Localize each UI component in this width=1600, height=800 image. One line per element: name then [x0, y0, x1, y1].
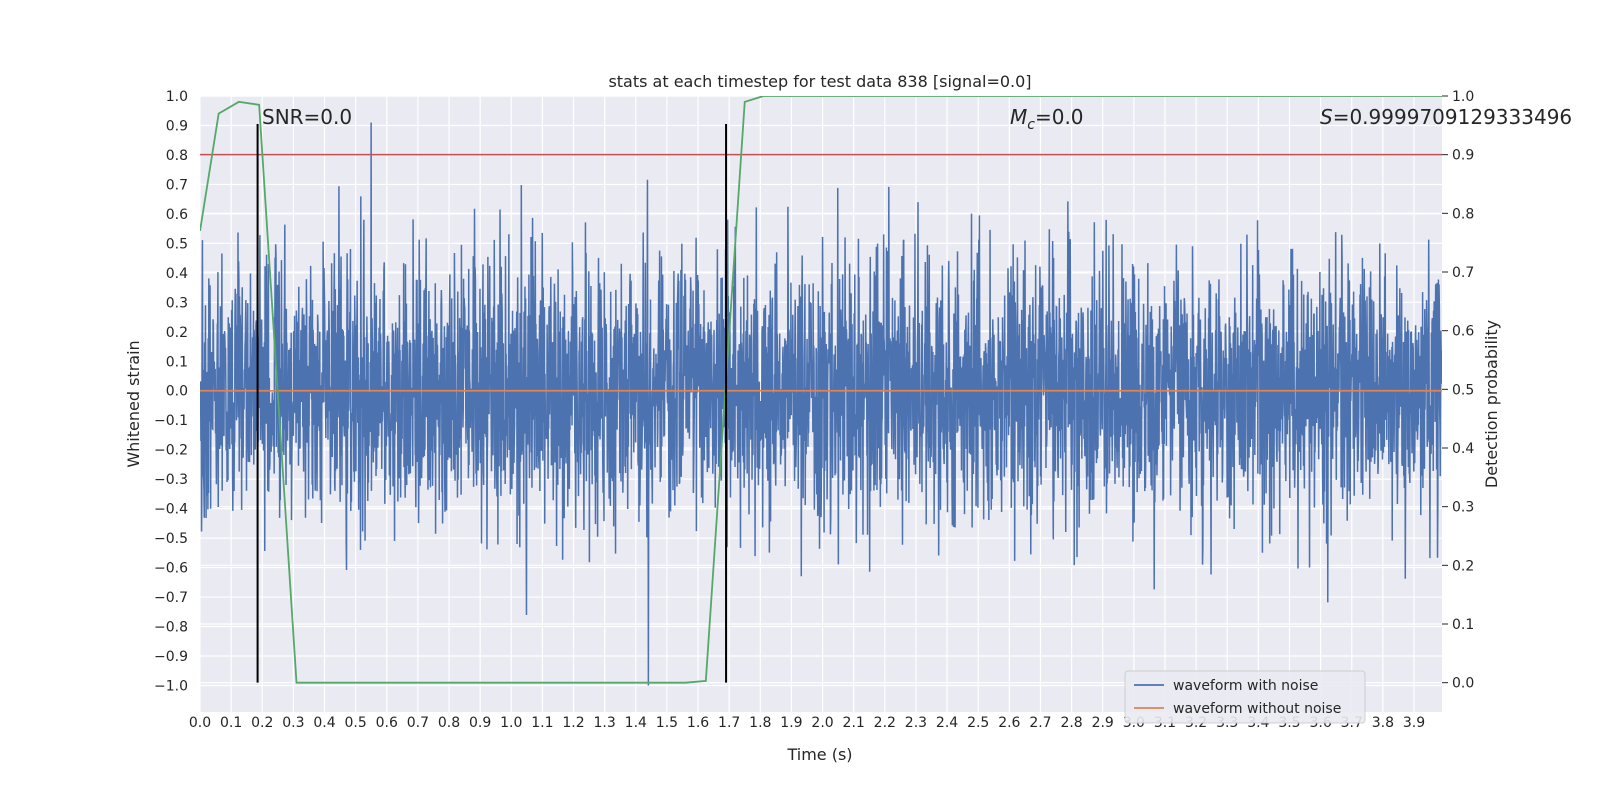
y2-tick-label: 1.0 [1452, 89, 1474, 105]
x-tick-label: 0.2 [251, 715, 273, 731]
score-value: =0.9999709129333496 [1333, 105, 1572, 129]
y2-tick-label: 0.1 [1452, 617, 1474, 633]
x-tick-label: 0.3 [282, 715, 304, 731]
x-tick-label: 2.3 [905, 715, 927, 731]
x-tick-label: 0.8 [438, 715, 460, 731]
y-tick-label: −1.0 [154, 678, 188, 694]
series-detection-probability [200, 96, 1442, 684]
y2-tick-label: 0.3 [1452, 500, 1474, 516]
x-tick-label: 2.1 [843, 715, 865, 731]
x-tick-label: 2.6 [998, 715, 1020, 731]
x-tick-label: 1.8 [749, 715, 771, 731]
x-tick-label: 1.3 [594, 715, 616, 731]
x-tick-label: 0.4 [313, 715, 335, 731]
y-tick-label: −0.1 [154, 413, 188, 429]
x-tick-label: 2.2 [874, 715, 896, 731]
y2-tick-label: 0.8 [1452, 206, 1474, 222]
y-tick-label: 0.8 [166, 148, 188, 164]
y2-tick-label: 0.6 [1452, 324, 1474, 340]
y2-tick-label: 0.0 [1452, 676, 1474, 692]
x-tick-label: 3.9 [1403, 715, 1425, 731]
x-tick-label: 1.6 [687, 715, 709, 731]
y2-tick-label: 0.4 [1452, 441, 1474, 457]
x-tick-label: 2.7 [1029, 715, 1051, 731]
chart-title: stats at each timestep for test data 838… [608, 72, 1031, 91]
score-symbol: S [1320, 105, 1333, 129]
y-tick-label: 0.3 [166, 295, 188, 311]
x-tick-label: 1.4 [625, 715, 647, 731]
x-tick-label: 1.9 [780, 715, 802, 731]
x-axis-label: Time (s) [786, 745, 852, 764]
y2-tick-label: 0.2 [1452, 558, 1474, 574]
x-tick-label: 0.6 [376, 715, 398, 731]
y-tick-label: 1.0 [166, 89, 188, 105]
chirp-mass-subscript: c [1027, 117, 1035, 133]
y-tick-label: 0.2 [166, 325, 188, 341]
x-tick-label: 0.9 [469, 715, 491, 731]
chirp-mass-symbol: M [1010, 105, 1027, 129]
y2-tick-labels: 1.0 0.9 0.8 0.7 0.6 0.5 0.4 0.3 0.2 0.1 0.0 [1442, 89, 1474, 692]
x-tick-label: 0.1 [220, 715, 242, 731]
x-tick-label: 2.5 [967, 715, 989, 731]
y-tick-label: 0.0 [166, 384, 188, 400]
score-annotation: S=0.9999709129333496 [1320, 105, 1572, 129]
y-tick-label: −0.6 [154, 561, 188, 577]
x-tick-label: 2.0 [811, 715, 833, 731]
y-tick-label: 0.5 [166, 236, 188, 252]
chirp-mass-value: =0.0 [1035, 105, 1084, 129]
snr-annotation: SNR=0.0 [262, 105, 352, 129]
y-tick-label: 0.6 [166, 207, 188, 223]
x-tick-label: 1.2 [562, 715, 584, 731]
y-tick-label: −0.7 [154, 590, 188, 606]
x-tick-label: 2.9 [1092, 715, 1114, 731]
series-waveform-with-noise [200, 122, 1442, 686]
legend-label-noise: waveform with noise [1173, 678, 1318, 694]
y2-axis-label: Detection probability [1482, 320, 1501, 488]
legend-box [1124, 670, 1366, 724]
y-axis-label: Whitened strain [124, 340, 143, 467]
y-tick-label: −0.3 [154, 472, 188, 488]
x-tick-label: 0.0 [189, 715, 211, 731]
x-tick-label: 1.7 [718, 715, 740, 731]
x-tick-label: 1.5 [656, 715, 678, 731]
y-tick-label: −0.2 [154, 443, 188, 459]
y2-tick-label: 0.9 [1452, 148, 1474, 164]
y-tick-label: 0.9 [166, 118, 188, 134]
y-tick-label: 0.7 [166, 177, 188, 193]
y-tick-label: −0.8 [154, 620, 188, 636]
x-tick-label: 3.8 [1372, 715, 1394, 731]
y2-tick-label: 0.5 [1452, 382, 1474, 398]
y-tick-label: 0.1 [166, 354, 188, 370]
x-tick-label: 2.4 [936, 715, 958, 731]
y-tick-label: −0.5 [154, 531, 188, 547]
y-tick-label: 0.4 [166, 266, 188, 282]
x-tick-label: 1.1 [531, 715, 553, 731]
x-tick-label: 2.8 [1060, 715, 1082, 731]
x-tick-label: 0.5 [345, 715, 367, 731]
chirp-mass-annotation: Mc=0.0 [1010, 105, 1084, 133]
y-tick-label: −0.4 [154, 502, 188, 518]
legend: waveform with noise waveform without noi… [1124, 670, 1366, 724]
x-tick-label: 0.7 [407, 715, 429, 731]
x-tick-label: 1.0 [500, 715, 522, 731]
y-tick-label: −0.9 [154, 649, 188, 665]
legend-label-clean: waveform without noise [1173, 701, 1341, 717]
y2-tick-label: 0.7 [1452, 265, 1474, 281]
y-tick-labels: 1.0 0.9 0.8 0.7 0.6 0.5 0.4 0.3 0.2 0.1 0.0 −0.1 −0.… [154, 89, 188, 694]
